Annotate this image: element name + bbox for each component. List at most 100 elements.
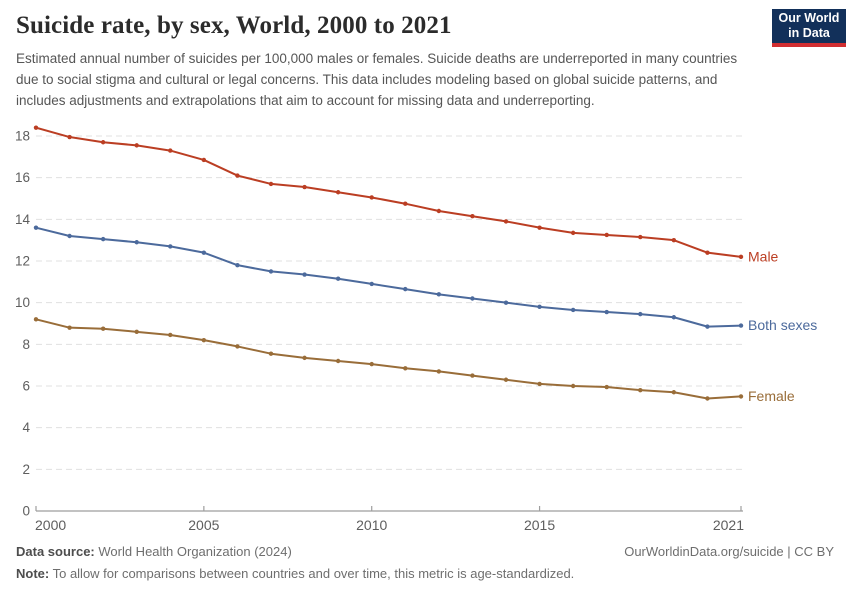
data-point-female-2008[interactable] [302,355,307,361]
data-point-male-2010[interactable] [369,195,374,200]
data-point-both-sexes-2019[interactable] [671,315,677,320]
data-point-male-2009[interactable] [335,190,341,195]
data-point-female-2005[interactable] [201,337,207,343]
data-point-male-2020[interactable] [705,250,710,255]
logo-line1: Our World [778,11,840,25]
data-point-female-2000[interactable] [33,317,39,322]
data-point-both-sexes-2007[interactable] [268,269,274,274]
y-axis-tick-label: 0 [22,504,30,519]
data-point-female-2006[interactable] [235,344,240,349]
data-point-female-2004[interactable] [168,332,173,338]
data-point-female-2007[interactable] [268,351,274,356]
data-point-male-2011[interactable] [403,201,408,206]
series-label-male[interactable]: Male [748,248,779,264]
data-source-value: World Health Organization (2024) [94,544,292,559]
data-point-female-2012[interactable] [436,369,442,374]
data-point-female-2002[interactable] [100,326,106,331]
series-label-female[interactable]: Female [748,388,795,404]
chart-header: Suicide rate, by sex, World, 2000 to 202… [16,12,766,112]
series-line-male[interactable] [35,126,742,258]
data-point-male-2014[interactable] [503,219,509,224]
data-point-female-2017[interactable] [604,384,609,390]
x-axis-tick-label: 2005 [188,517,219,533]
data-point-male-2012[interactable] [436,208,442,214]
data-point-both-sexes-2016[interactable] [570,307,576,313]
data-point-both-sexes-2010[interactable] [369,281,374,287]
data-point-male-2003[interactable] [134,143,139,148]
note-value: To allow for comparisons between countri… [49,566,575,581]
data-point-male-2005[interactable] [201,157,207,163]
series-line-both-sexes[interactable] [35,226,742,328]
x-axis-tick-label: 2010 [356,517,387,533]
data-point-both-sexes-2006[interactable] [235,262,240,268]
data-point-both-sexes-2015[interactable] [537,304,542,310]
note-line: Note: To allow for comparisons between c… [16,566,574,581]
data-point-female-2011[interactable] [403,366,408,371]
data-point-both-sexes-2008[interactable] [302,272,307,277]
y-axis-tick-label: 4 [22,420,30,435]
data-point-male-2015[interactable] [537,225,542,230]
y-axis-tick-label: 2 [22,462,30,477]
data-point-both-sexes-2020[interactable] [705,324,710,329]
data-point-male-2017[interactable] [604,232,609,238]
data-point-both-sexes-2014[interactable] [503,300,509,305]
data-point-male-2002[interactable] [100,140,106,145]
data-point-female-2021[interactable] [738,394,744,399]
data-point-male-2004[interactable] [168,148,173,153]
data-point-female-2019[interactable] [671,390,677,395]
data-point-both-sexes-2017[interactable] [604,309,609,315]
data-point-male-2016[interactable] [570,230,576,236]
data-point-female-2010[interactable] [369,361,374,367]
data-point-female-2016[interactable] [570,383,576,389]
data-point-female-2020[interactable] [705,396,710,401]
data-point-male-2008[interactable] [302,184,307,190]
data-point-both-sexes-2004[interactable] [168,244,173,249]
data-point-male-2006[interactable] [235,173,240,178]
data-point-male-2019[interactable] [671,237,677,243]
data-point-both-sexes-2005[interactable] [201,250,207,255]
citation-link[interactable]: OurWorldinData.org/suicide | CC BY [624,544,834,559]
data-point-both-sexes-2009[interactable] [335,276,341,281]
y-axis-tick-label: 14 [15,212,31,227]
data-point-female-2013[interactable] [470,373,475,378]
x-axis-tick-label: 2000 [35,517,66,533]
data-source-line: Data source: World Health Organization (… [16,544,292,559]
data-point-male-2018[interactable] [638,234,643,240]
data-point-female-2018[interactable] [638,387,643,393]
series-line-female[interactable] [35,318,742,400]
owid-logo[interactable]: Our World in Data [772,9,846,47]
series-label-both-sexes[interactable]: Both sexes [748,317,817,333]
y-axis-tick-label: 18 [15,129,30,144]
data-point-both-sexes-2011[interactable] [403,286,408,292]
data-point-both-sexes-2000[interactable] [33,225,39,230]
footer-row-source: Data source: World Health Organization (… [16,544,834,559]
logo-line2: in Data [788,26,830,40]
data-point-female-2014[interactable] [503,377,509,382]
data-point-both-sexes-2003[interactable] [134,240,139,245]
data-point-both-sexes-2002[interactable] [100,236,106,242]
x-axis-tick-label: 2021 [713,517,744,533]
data-point-male-2007[interactable] [268,181,274,187]
data-point-both-sexes-2021[interactable] [738,323,744,328]
data-point-female-2001[interactable] [67,325,72,330]
data-point-male-2000[interactable] [33,125,39,130]
data-point-both-sexes-2013[interactable] [470,296,475,301]
data-point-female-2009[interactable] [335,358,341,364]
data-point-female-2015[interactable] [537,381,542,387]
data-point-both-sexes-2018[interactable] [638,311,643,317]
y-axis-tick-label: 6 [22,379,30,394]
data-point-both-sexes-2001[interactable] [67,233,72,239]
y-axis-tick-label: 8 [22,337,30,352]
data-source-label: Data source: [16,544,95,559]
data-point-male-2001[interactable] [67,134,72,140]
data-point-both-sexes-2012[interactable] [436,292,442,297]
data-point-male-2013[interactable] [470,214,475,219]
note-label: Note: [16,566,50,581]
data-point-female-2003[interactable] [134,329,139,335]
page-title: Suicide rate, by sex, World, 2000 to 202… [16,12,452,39]
page-subtitle: Estimated annual number of suicides per … [16,51,738,108]
data-point-male-2021[interactable] [738,254,744,260]
y-axis-tick-label: 12 [15,254,30,269]
